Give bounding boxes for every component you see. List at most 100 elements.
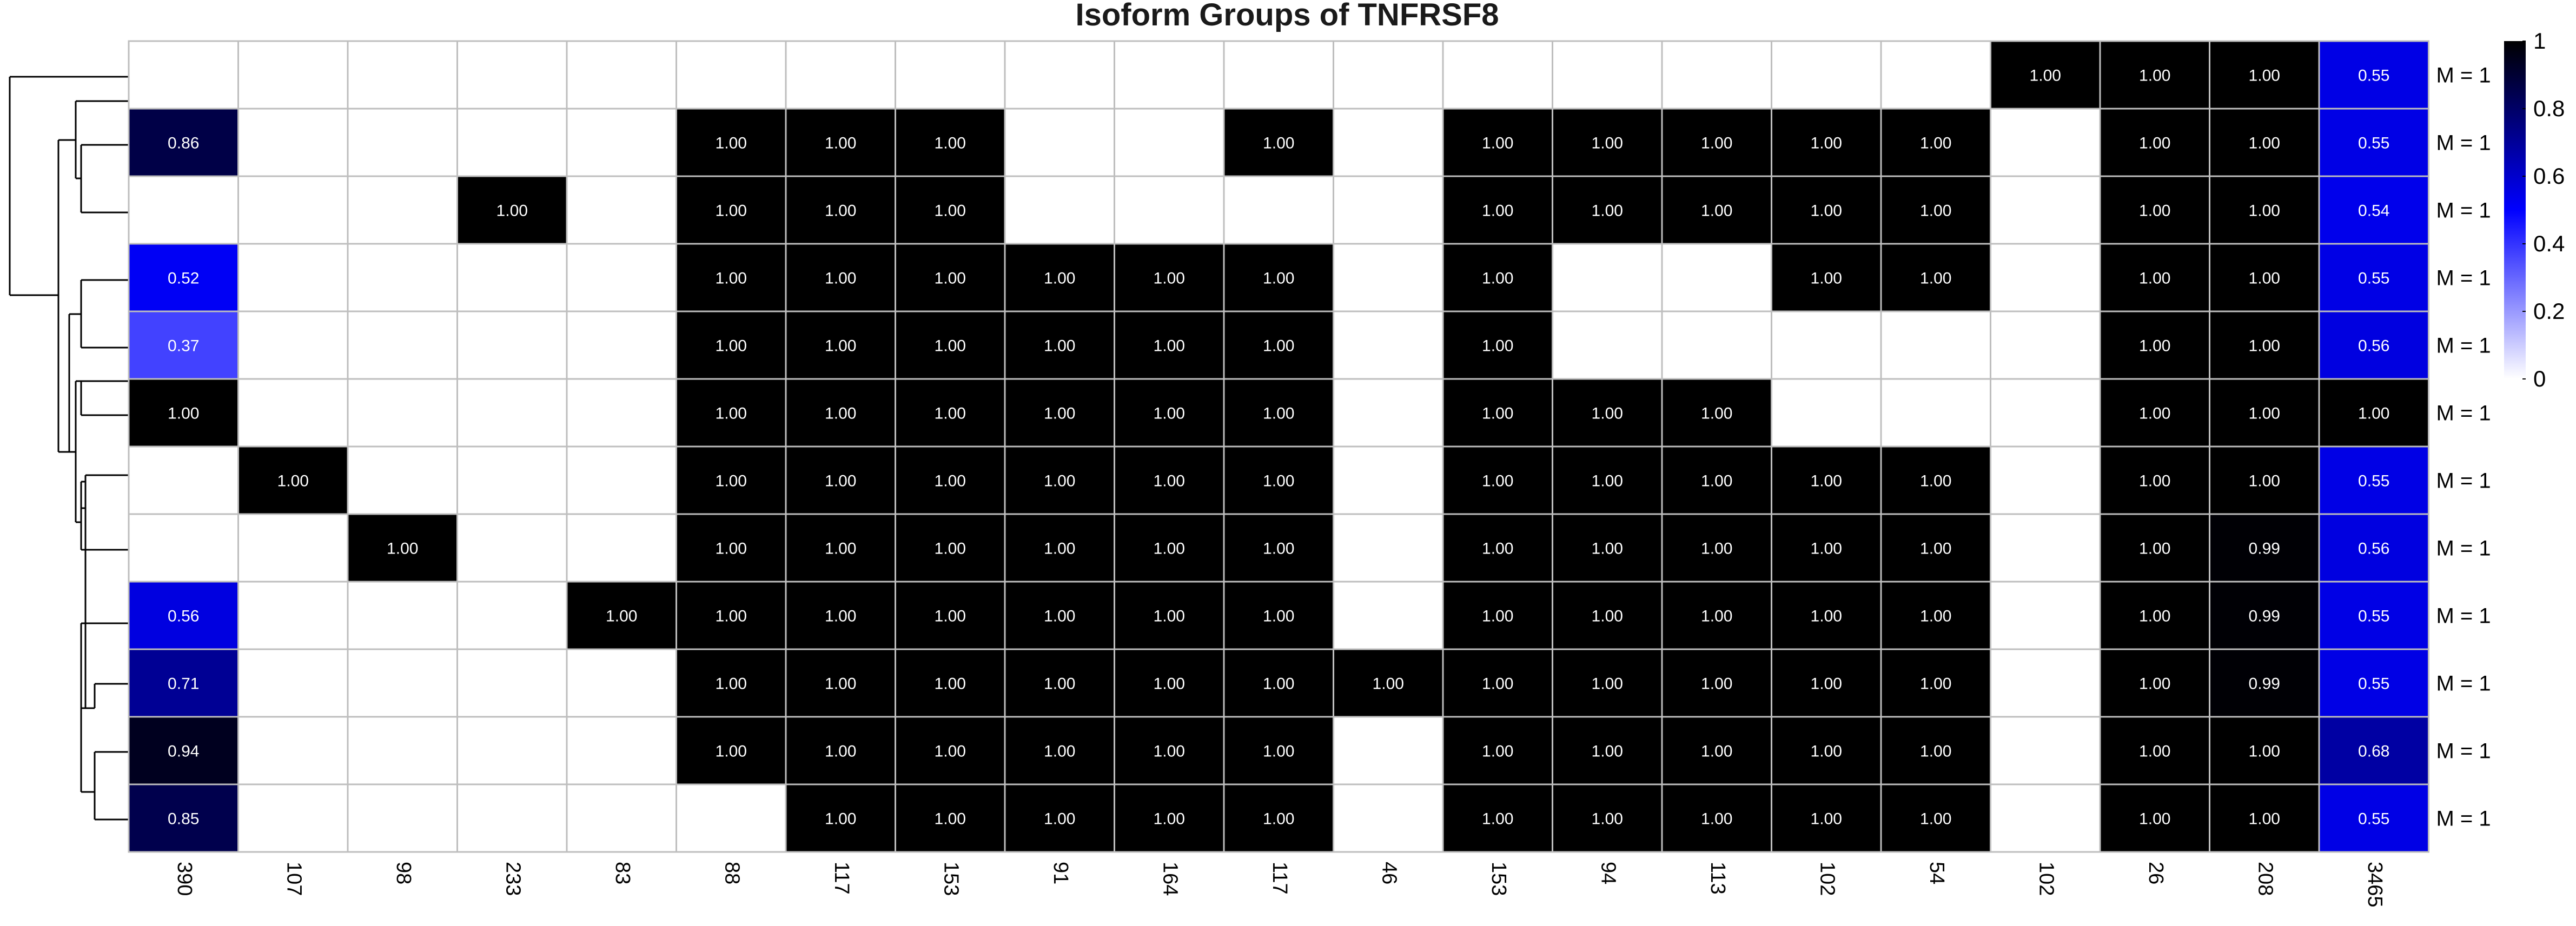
- cell-value-label: 1.00: [2139, 202, 2170, 220]
- heatmap-cell: [1442, 108, 1553, 177]
- heatmap-cell: [237, 40, 349, 110]
- cell-value-label: 1.00: [935, 202, 966, 220]
- cell-value-label: 1.00: [1263, 810, 1294, 828]
- cell-value-label: 0.94: [168, 743, 199, 761]
- cell-value-label: 1.00: [2249, 472, 2280, 490]
- heatmap-cell: [1004, 40, 1115, 110]
- cell-value-label: 1.00: [935, 810, 966, 828]
- heatmap-cell: [237, 581, 349, 650]
- heatmap-cell: [1333, 40, 1444, 110]
- cell-value-label: 0.55: [2358, 270, 2389, 288]
- heatmap-cell: [1223, 175, 1334, 245]
- dendrogram-branch-i: [75, 380, 81, 523]
- heatmap-cell: [128, 108, 239, 177]
- cell-value-label: 1.00: [1263, 135, 1294, 152]
- heatmap-cell: [456, 243, 568, 312]
- heatmap-cell: [1333, 310, 1444, 380]
- cell-value-label: 1.00: [1482, 540, 1513, 558]
- heatmap-cell: [895, 243, 1006, 312]
- cell-value-label: 1.00: [1811, 810, 1842, 828]
- heatmap-cell: [347, 310, 458, 380]
- heatmap-cell: [1442, 716, 1553, 785]
- cell-value-label: 1.00: [1154, 675, 1185, 693]
- cell-value-label: 1.00: [1482, 472, 1513, 490]
- cell-value-label: 1.00: [1154, 337, 1185, 355]
- cell-value-label: 0.71: [168, 675, 199, 693]
- heatmap-cell: [347, 581, 458, 650]
- cell-value-label: 1.00: [1482, 743, 1513, 761]
- cell-value-label: 1.00: [1592, 135, 1623, 152]
- cell-value-label: 1.00: [1263, 472, 1294, 490]
- heatmap-cell: [1114, 175, 1225, 245]
- cell-value-label: 1.00: [825, 608, 856, 625]
- heatmap-cell: [676, 513, 787, 583]
- dendrogram-branch-q: [81, 683, 129, 709]
- heatmap-cell: [1333, 243, 1444, 312]
- column-label: 94: [1597, 862, 1620, 884]
- cell-value-label: 1.00: [935, 337, 966, 355]
- heatmap-cell: [1333, 378, 1444, 448]
- cell-value-label: 1.00: [716, 743, 747, 761]
- heatmap-cell: [785, 783, 896, 853]
- cell-value-label: 1.00: [1154, 540, 1185, 558]
- heatmap-cell: [1880, 581, 1991, 650]
- dendrogram-branch-top: [9, 76, 129, 296]
- column-label: 117: [1268, 862, 1291, 895]
- heatmap-cell: [1333, 581, 1444, 650]
- dendrogram-branch-f: [80, 279, 129, 349]
- heatmap-cell: [1990, 648, 2101, 718]
- heatmap-cell: [347, 108, 458, 177]
- cell-value-label: 1.00: [716, 540, 747, 558]
- cell-value-label: 1.00: [1920, 270, 1951, 288]
- heatmap-cell: [456, 310, 568, 380]
- cell-value-label: 1.00: [1154, 405, 1185, 423]
- heatmap-cell: [237, 445, 349, 515]
- heatmap-cell: [2209, 445, 2320, 515]
- row-label: M = 1: [2436, 402, 2491, 425]
- cell-value-label: 0.52: [168, 270, 199, 288]
- cell-value-label: 1.00: [1592, 608, 1623, 625]
- heatmap-cell: [1771, 513, 1882, 583]
- cell-value-label: 1.00: [935, 472, 966, 490]
- cell-value-label: 1.00: [1701, 540, 1732, 558]
- heatmap-cell: [1990, 310, 2101, 380]
- cell-value-label: 1.00: [1811, 608, 1842, 625]
- cell-value-label: 1.00: [1701, 608, 1732, 625]
- cell-value-label: 1.00: [1811, 743, 1842, 761]
- cell-value-label: 1.00: [825, 675, 856, 693]
- cell-value-label: 1.00: [1044, 810, 1075, 828]
- cell-value-label: 1.00: [935, 540, 966, 558]
- row-label: M = 1: [2436, 131, 2491, 155]
- heatmap-cell: [676, 378, 787, 448]
- cell-value-label: 1.00: [1811, 540, 1842, 558]
- cell-value-label: 0.55: [2358, 472, 2389, 490]
- heatmap-cell: [1990, 445, 2101, 515]
- cell-value-label: 0.55: [2358, 135, 2389, 152]
- cell-value-label: 1.00: [2139, 472, 2170, 490]
- row-label: M = 1: [2436, 807, 2491, 831]
- heatmap-cell: [1771, 378, 1882, 448]
- heatmap-cell: [1552, 581, 1663, 650]
- heatmap-cell: [128, 513, 239, 583]
- heatmap-cell: [1333, 716, 1444, 785]
- heatmap-cell: [1880, 40, 1991, 110]
- cell-value-label: 1.00: [1920, 135, 1951, 152]
- heatmap-cell: [1552, 40, 1663, 110]
- legend-tick-label: 0.2: [2533, 298, 2565, 324]
- legend-tick-label: 1: [2533, 28, 2546, 54]
- row-label: M = 1: [2436, 672, 2491, 696]
- cell-value-label: 1.00: [277, 472, 309, 490]
- heatmap-cell: [2099, 108, 2210, 177]
- cell-value-label: 1.00: [1811, 270, 1842, 288]
- heatmap-cell: [1661, 310, 1772, 380]
- cell-value-label: 1.00: [168, 405, 199, 423]
- dendrogram-branch-j: [80, 380, 129, 416]
- heatmap-cell: [456, 716, 568, 785]
- heatmap-cell: [128, 783, 239, 853]
- heatmap-cell: [566, 513, 677, 583]
- heatmap-cell: [347, 783, 458, 853]
- cell-value-label: 1.00: [1154, 270, 1185, 288]
- cell-value-label: 1.00: [2139, 675, 2170, 693]
- heatmap-cell: [566, 648, 677, 718]
